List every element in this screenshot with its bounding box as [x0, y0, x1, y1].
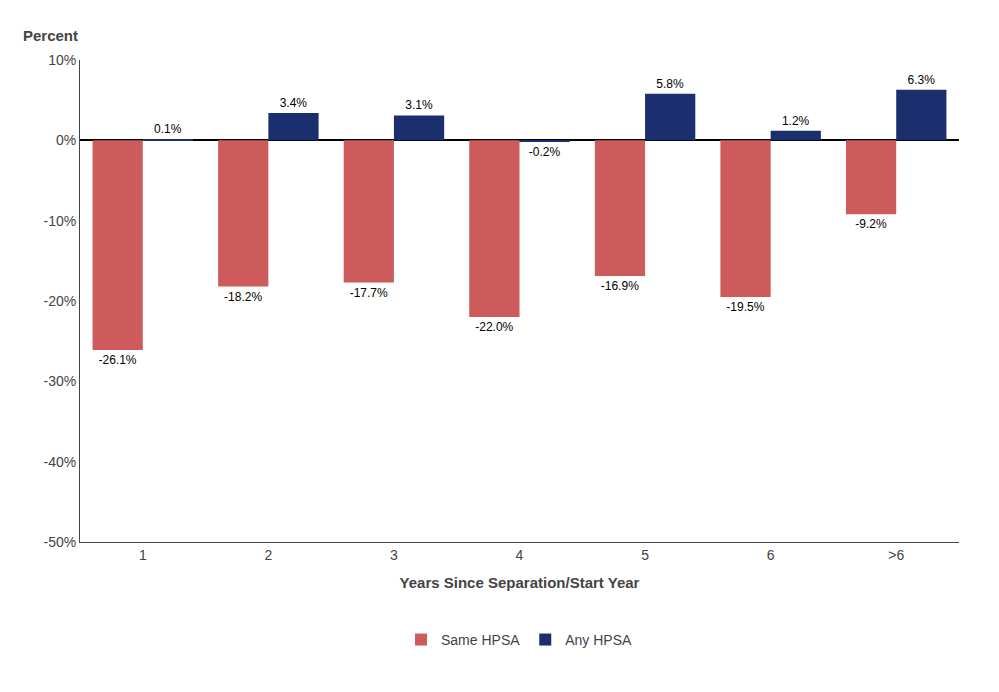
svg-text:0.1%: 0.1% — [154, 122, 182, 136]
svg-text:-30%: -30% — [44, 373, 77, 389]
svg-text:1.2%: 1.2% — [782, 114, 810, 128]
svg-text:-17.7%: -17.7% — [350, 286, 388, 300]
svg-text:-40%: -40% — [44, 454, 77, 470]
svg-text:3.4%: 3.4% — [280, 96, 308, 110]
svg-text:1: 1 — [139, 547, 147, 563]
svg-text:-22.0%: -22.0% — [475, 320, 513, 334]
svg-text:Percent: Percent — [23, 27, 78, 44]
svg-text:-16.9%: -16.9% — [601, 279, 639, 293]
svg-text:0%: 0% — [56, 132, 76, 148]
svg-text:10%: 10% — [48, 52, 76, 68]
svg-text:>6: >6 — [888, 547, 904, 563]
svg-text:-0.2%: -0.2% — [529, 145, 561, 159]
svg-text:-18.2%: -18.2% — [224, 290, 262, 304]
svg-text:6.3%: 6.3% — [907, 73, 935, 87]
svg-text:3: 3 — [390, 547, 398, 563]
svg-text:5: 5 — [641, 547, 649, 563]
svg-text:-19.5%: -19.5% — [726, 300, 764, 314]
svg-text:-26.1%: -26.1% — [98, 353, 136, 367]
svg-text:-10%: -10% — [44, 213, 77, 229]
svg-text:-20%: -20% — [44, 293, 77, 309]
svg-text:6: 6 — [767, 547, 775, 563]
svg-text:-50%: -50% — [44, 534, 77, 550]
svg-text:Same HPSA: Same HPSA — [441, 632, 520, 648]
svg-text:Years Since Separation/Start Y: Years Since Separation/Start Year — [400, 574, 640, 591]
svg-text:2: 2 — [264, 547, 272, 563]
svg-text:3.1%: 3.1% — [405, 98, 433, 112]
svg-text:Any HPSA: Any HPSA — [565, 632, 632, 648]
svg-text:4: 4 — [516, 547, 524, 563]
svg-text:-9.2%: -9.2% — [855, 217, 887, 231]
svg-text:5.8%: 5.8% — [656, 77, 684, 91]
